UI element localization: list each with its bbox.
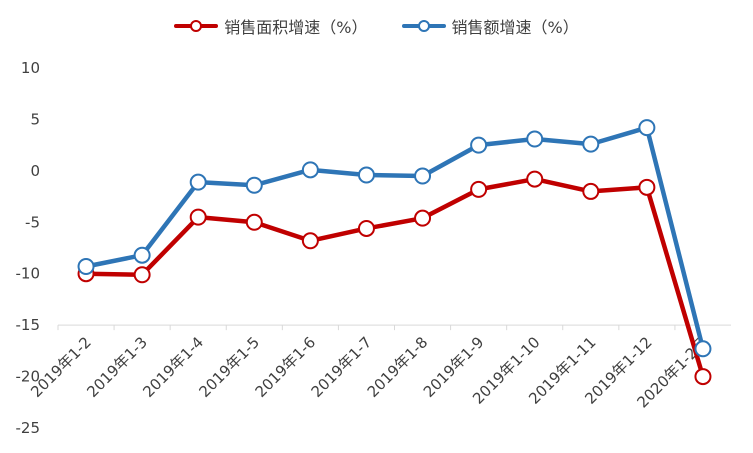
data-point-series-0 <box>638 178 656 196</box>
x-axis-ticks: 2019年1-22019年1-32019年1-42019年1-52019年1-6… <box>27 325 712 412</box>
series-points <box>77 119 712 386</box>
y-tick-label: -5 <box>25 213 40 231</box>
data-point-series-1 <box>414 167 432 185</box>
legend-label-area: 销售面积增速（%） <box>224 18 368 37</box>
data-point-series-1 <box>301 161 319 179</box>
series-line-0 <box>83 176 706 379</box>
data-point-series-0 <box>133 266 151 284</box>
data-point-series-0 <box>414 209 432 227</box>
data-point-series-0 <box>526 170 544 188</box>
series-line-1 <box>83 125 706 352</box>
y-tick-label: 0 <box>30 162 40 180</box>
legend-item-area: 销售面积增速（%） <box>174 14 368 38</box>
data-point-series-1 <box>77 258 95 276</box>
data-point-series-1 <box>694 340 712 358</box>
y-tick-label: -15 <box>16 316 41 334</box>
data-point-series-1 <box>470 136 488 154</box>
y-tick-label: -25 <box>16 419 41 437</box>
y-tick-label: 5 <box>30 110 40 128</box>
data-point-series-0 <box>582 182 600 200</box>
legend-item-sales: 销售额增速（%） <box>401 14 579 38</box>
legend-swatch-area <box>174 19 219 33</box>
data-point-series-1 <box>526 130 544 148</box>
y-axis-ticks: 10 5 0 -5 -10 -15 -20 -25 <box>16 59 41 437</box>
data-point-series-1 <box>357 166 375 184</box>
data-point-series-0 <box>189 208 207 226</box>
legend-label-sales: 销售额增速（%） <box>451 18 579 37</box>
data-point-series-0 <box>357 219 375 237</box>
series-lines <box>83 125 706 379</box>
data-point-series-1 <box>189 173 207 191</box>
data-point-series-0 <box>470 180 488 198</box>
data-point-series-0 <box>301 232 319 250</box>
data-point-series-1 <box>638 119 656 137</box>
chart-legend: 销售面积增速（%） 销售额增速（%） <box>0 14 753 38</box>
y-tick-label: 10 <box>21 59 40 77</box>
data-point-series-1 <box>133 246 151 264</box>
data-point-series-0 <box>694 368 712 386</box>
y-tick-label: -20 <box>16 368 41 386</box>
data-point-series-1 <box>582 135 600 153</box>
y-tick-label: -10 <box>16 265 41 283</box>
legend-swatch-sales <box>401 19 446 33</box>
data-point-series-0 <box>245 213 263 231</box>
data-point-series-1 <box>245 176 263 194</box>
